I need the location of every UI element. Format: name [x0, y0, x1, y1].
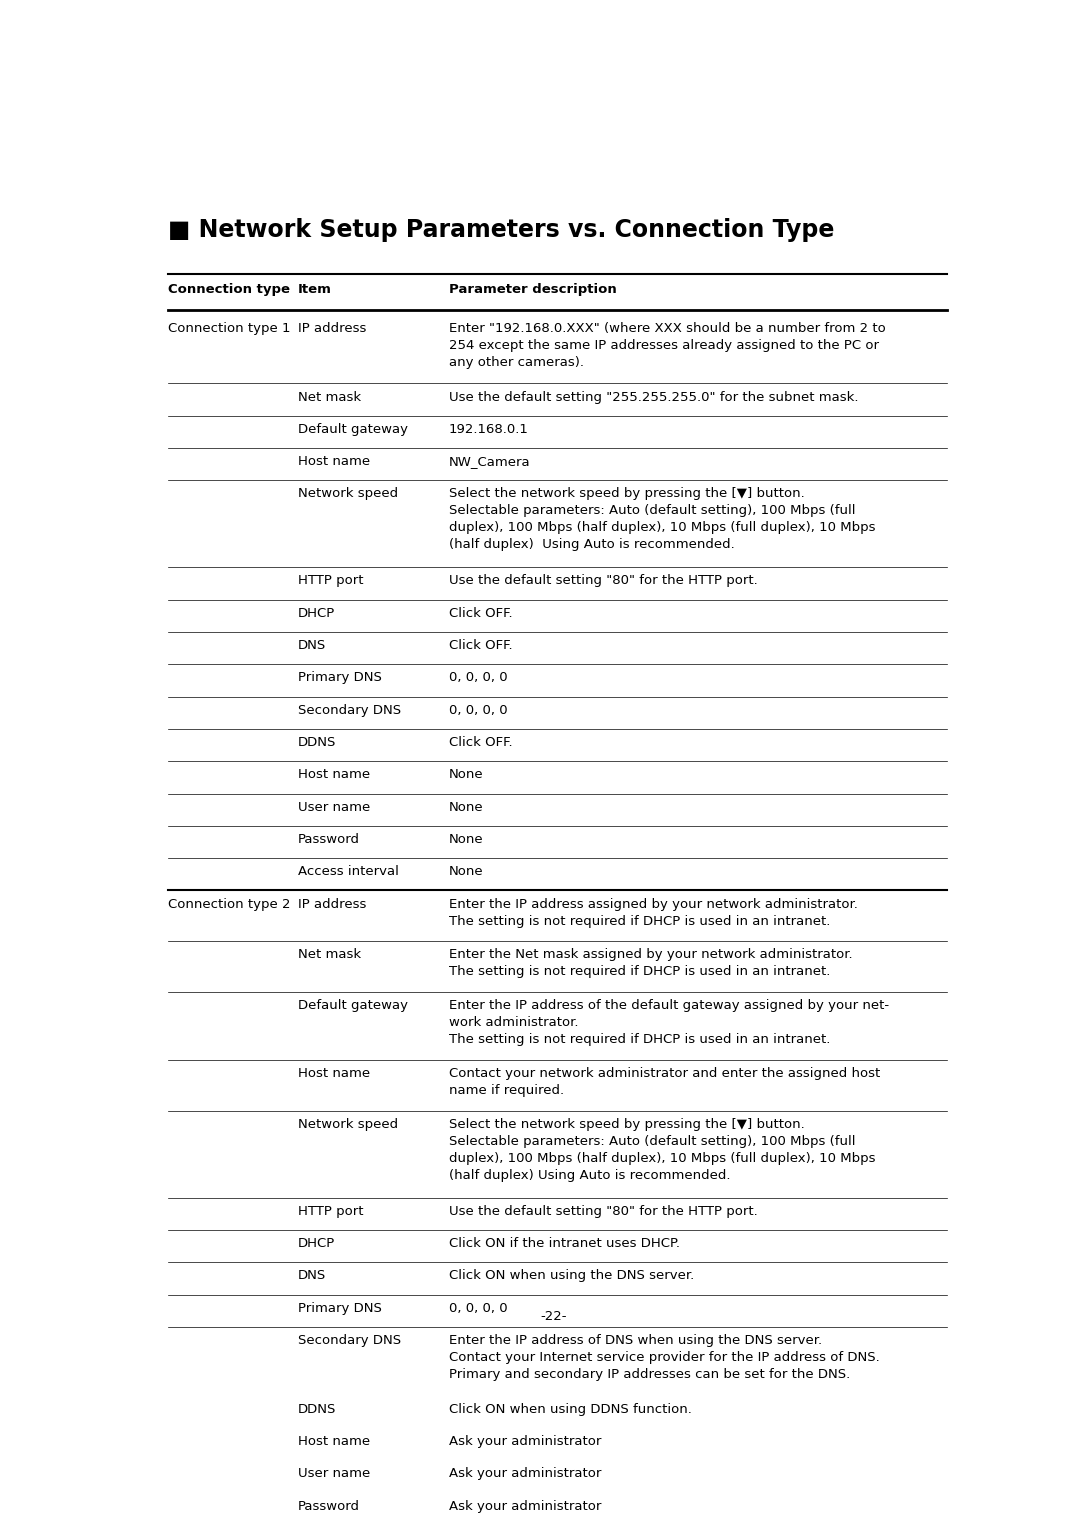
Text: Secondary DNS: Secondary DNS: [298, 703, 402, 717]
Text: None: None: [449, 768, 484, 781]
Text: Enter the IP address assigned by your network administrator.
The setting is not : Enter the IP address assigned by your ne…: [449, 897, 858, 928]
Text: ■ Network Setup Parameters vs. Connection Type: ■ Network Setup Parameters vs. Connectio…: [168, 218, 835, 243]
Text: User name: User name: [298, 1468, 370, 1480]
Text: Click OFF.: Click OFF.: [449, 736, 513, 749]
Text: Primary DNS: Primary DNS: [298, 671, 382, 684]
Text: Select the network speed by pressing the [▼] button.
Selectable parameters: Auto: Select the network speed by pressing the…: [449, 1119, 876, 1181]
Text: 0, 0, 0, 0: 0, 0, 0, 0: [449, 703, 508, 717]
Text: Parameter description: Parameter description: [449, 282, 617, 296]
Text: Net mask: Net mask: [298, 948, 362, 961]
Text: Secondary DNS: Secondary DNS: [298, 1334, 402, 1347]
Text: None: None: [449, 833, 484, 845]
Text: DNS: DNS: [298, 1270, 326, 1282]
Text: Use the default setting "255.255.255.0" for the subnet mask.: Use the default setting "255.255.255.0" …: [449, 391, 859, 403]
Text: Net mask: Net mask: [298, 391, 362, 403]
Text: DDNS: DDNS: [298, 1402, 337, 1416]
Text: Host name: Host name: [298, 455, 370, 468]
Text: Item: Item: [298, 282, 332, 296]
Text: Primary DNS: Primary DNS: [298, 1302, 382, 1315]
Text: User name: User name: [298, 801, 370, 813]
Text: Click OFF.: Click OFF.: [449, 607, 513, 620]
Text: Click ON if the intranet uses DHCP.: Click ON if the intranet uses DHCP.: [449, 1238, 680, 1250]
Text: Access interval: Access interval: [298, 865, 400, 879]
Text: Network speed: Network speed: [298, 1119, 399, 1131]
Text: Connection type 1: Connection type 1: [168, 322, 291, 334]
Text: Use the default setting "80" for the HTTP port.: Use the default setting "80" for the HTT…: [449, 1206, 758, 1218]
Text: -22-: -22-: [540, 1309, 567, 1323]
Text: Ask your administrator: Ask your administrator: [449, 1434, 602, 1448]
Text: Default gateway: Default gateway: [298, 998, 408, 1012]
Text: Click OFF.: Click OFF.: [449, 639, 513, 652]
Text: 192.168.0.1: 192.168.0.1: [449, 423, 529, 436]
Text: Contact your network administrator and enter the assigned host
name if required.: Contact your network administrator and e…: [449, 1067, 880, 1097]
Text: Enter the IP address of DNS when using the DNS server.
Contact your Internet ser: Enter the IP address of DNS when using t…: [449, 1334, 879, 1381]
Text: DHCP: DHCP: [298, 1238, 336, 1250]
Text: Host name: Host name: [298, 1067, 370, 1080]
Text: 0, 0, 0, 0: 0, 0, 0, 0: [449, 1302, 508, 1315]
Text: Password: Password: [298, 1500, 361, 1512]
Text: DDNS: DDNS: [298, 736, 337, 749]
Text: DNS: DNS: [298, 639, 326, 652]
Text: Host name: Host name: [298, 1434, 370, 1448]
Text: Network speed: Network speed: [298, 487, 399, 501]
Text: Host name: Host name: [298, 768, 370, 781]
Text: Click ON when using DDNS function.: Click ON when using DDNS function.: [449, 1402, 692, 1416]
Text: Use the default setting "80" for the HTTP port.: Use the default setting "80" for the HTT…: [449, 574, 758, 588]
Text: Connection type: Connection type: [168, 282, 291, 296]
Text: Password: Password: [298, 833, 361, 845]
Text: Select the network speed by pressing the [▼] button.
Selectable parameters: Auto: Select the network speed by pressing the…: [449, 487, 876, 551]
Text: Ask your administrator: Ask your administrator: [449, 1500, 602, 1512]
Text: Enter "192.168.0.XXX" (where XXX should be a number from 2 to
254 except the sam: Enter "192.168.0.XXX" (where XXX should …: [449, 322, 886, 369]
Text: Ask your administrator: Ask your administrator: [449, 1468, 602, 1480]
Text: HTTP port: HTTP port: [298, 1206, 364, 1218]
Text: Click ON when using the DNS server.: Click ON when using the DNS server.: [449, 1270, 694, 1282]
Text: HTTP port: HTTP port: [298, 574, 364, 588]
Text: None: None: [449, 801, 484, 813]
Text: None: None: [449, 865, 484, 879]
Text: DHCP: DHCP: [298, 607, 336, 620]
Text: Enter the IP address of the default gateway assigned by your net-
work administr: Enter the IP address of the default gate…: [449, 998, 889, 1045]
Text: IP address: IP address: [298, 322, 366, 334]
Text: Connection type 2: Connection type 2: [168, 897, 291, 911]
Text: NW_Camera: NW_Camera: [449, 455, 530, 468]
Text: Enter the Net mask assigned by your network administrator.
The setting is not re: Enter the Net mask assigned by your netw…: [449, 948, 852, 978]
Text: Default gateway: Default gateway: [298, 423, 408, 436]
Text: 0, 0, 0, 0: 0, 0, 0, 0: [449, 671, 508, 684]
Text: IP address: IP address: [298, 897, 366, 911]
